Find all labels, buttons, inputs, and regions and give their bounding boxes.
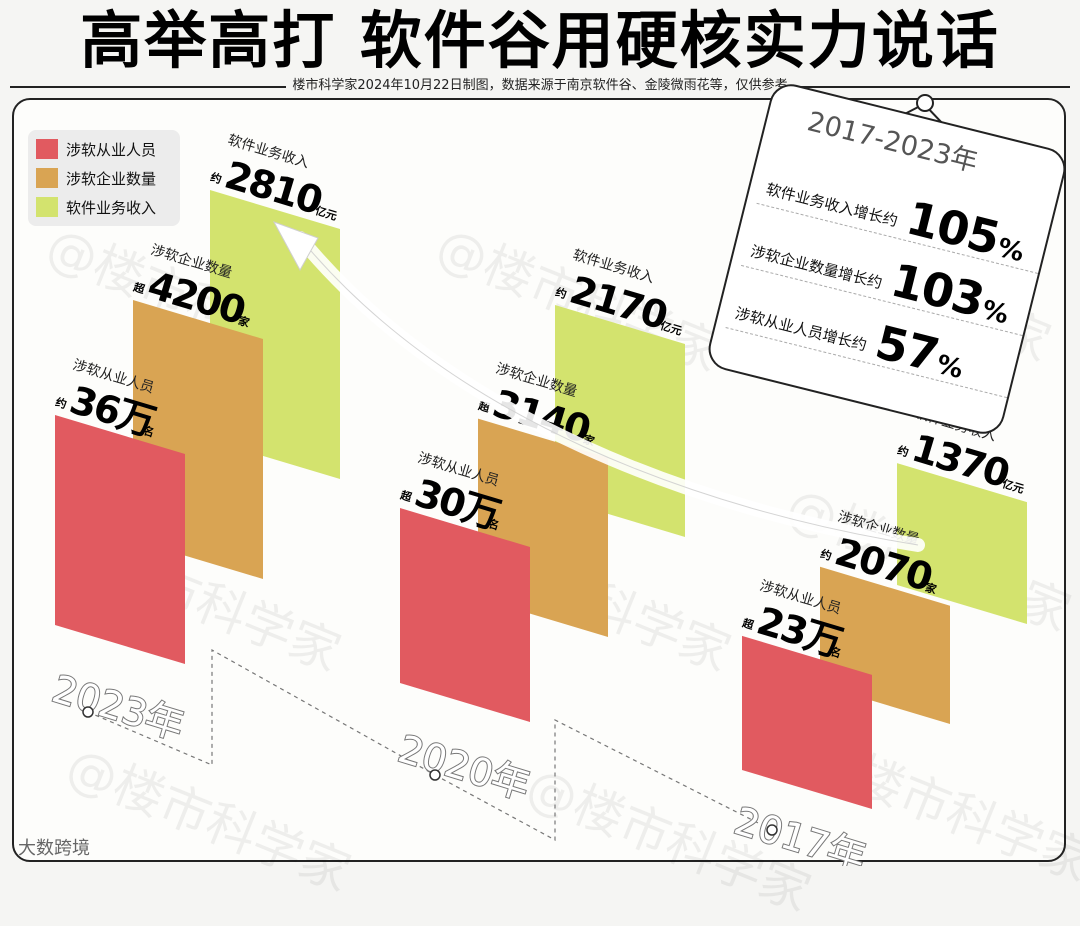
data-label-unit: 名 (486, 516, 501, 533)
legend-label: 软件业务收入 (66, 198, 157, 217)
data-label-prefix: 约 (209, 170, 224, 187)
chart-canvas: 软件业务收入约2810亿元软件业务收入约2170亿元软件业务收入约1370亿元涉… (46, 132, 1027, 866)
year-label-group: 2017年 (728, 798, 872, 866)
data-label-prefix: 约 (554, 285, 569, 302)
subtitle-text: 楼市科学家2024年10月22日制图，数据来源于南京软件谷、金陵微雨花等，仅供参… (286, 78, 794, 93)
legend-swatch (36, 197, 58, 217)
data-label-prefix: 约 (896, 443, 911, 460)
summary-unit: % (978, 295, 1011, 331)
data-label-unit: 家 (924, 580, 940, 597)
data-label-unit: 家 (237, 313, 253, 330)
data-label-unit: 亿元 (1001, 476, 1026, 496)
arrow-outline (299, 237, 919, 546)
hanger-pin (916, 94, 934, 112)
summary-unit: % (933, 349, 965, 385)
legend-label: 涉软企业数量 (66, 169, 157, 188)
data-label-unit: 亿元 (314, 203, 339, 223)
connector-line (87, 648, 436, 776)
data-label-prefix: 约 (819, 546, 834, 563)
legend-item: 软件业务收入 (36, 196, 156, 218)
year-label: 2020年 (393, 727, 535, 808)
bar-workers (55, 415, 185, 664)
legend-item: 涉软企业数量 (36, 167, 156, 189)
arrow-head (272, 221, 319, 272)
legend-label: 涉软从业人员 (66, 140, 157, 159)
year-label-group: 2020年 (392, 726, 536, 809)
legend-swatch (36, 139, 58, 159)
bar-workers (742, 635, 872, 809)
data-label-unit: 亿元 (659, 318, 684, 338)
legend: 涉软从业人员 涉软企业数量 软件业务收入 (28, 130, 180, 226)
connector-line (434, 719, 773, 842)
growth-arrow (272, 221, 925, 552)
year-label: 2023年 (47, 667, 189, 748)
year-label: 2017年 (729, 799, 871, 866)
chart-title: 高举高打 软件谷用硬核实力说话 (80, 4, 1000, 77)
data-label-prefix: 约 (54, 395, 69, 412)
data-label-unit: 名 (828, 644, 843, 661)
legend-swatch (36, 168, 58, 188)
year-pin (82, 706, 94, 718)
year-label-group: 2023年 (46, 666, 190, 749)
summary-label: 涉软从业人员增长约 (733, 304, 869, 355)
data-label-prefix: 超 (740, 615, 756, 632)
data-label-prefix: 超 (398, 487, 414, 504)
data-label-prefix: 超 (131, 279, 147, 296)
year-connectors (87, 648, 773, 842)
year-pin (766, 824, 778, 836)
summary-unit: % (994, 232, 1027, 269)
bar-revenue (897, 463, 1027, 624)
bar-workers (400, 508, 530, 722)
brand-watermark: 大数跨境 (18, 838, 90, 859)
legend-item: 涉软从业人员 (36, 138, 156, 160)
year-pin (429, 769, 441, 781)
summary-value: 57% (870, 315, 969, 389)
data-label-unit: 名 (141, 423, 156, 440)
summary-number: 57 (870, 314, 944, 383)
subtitle: 楼市科学家2024年10月22日制图，数据来源于南京软件谷、金陵微雨花等，仅供参… (0, 76, 1080, 96)
